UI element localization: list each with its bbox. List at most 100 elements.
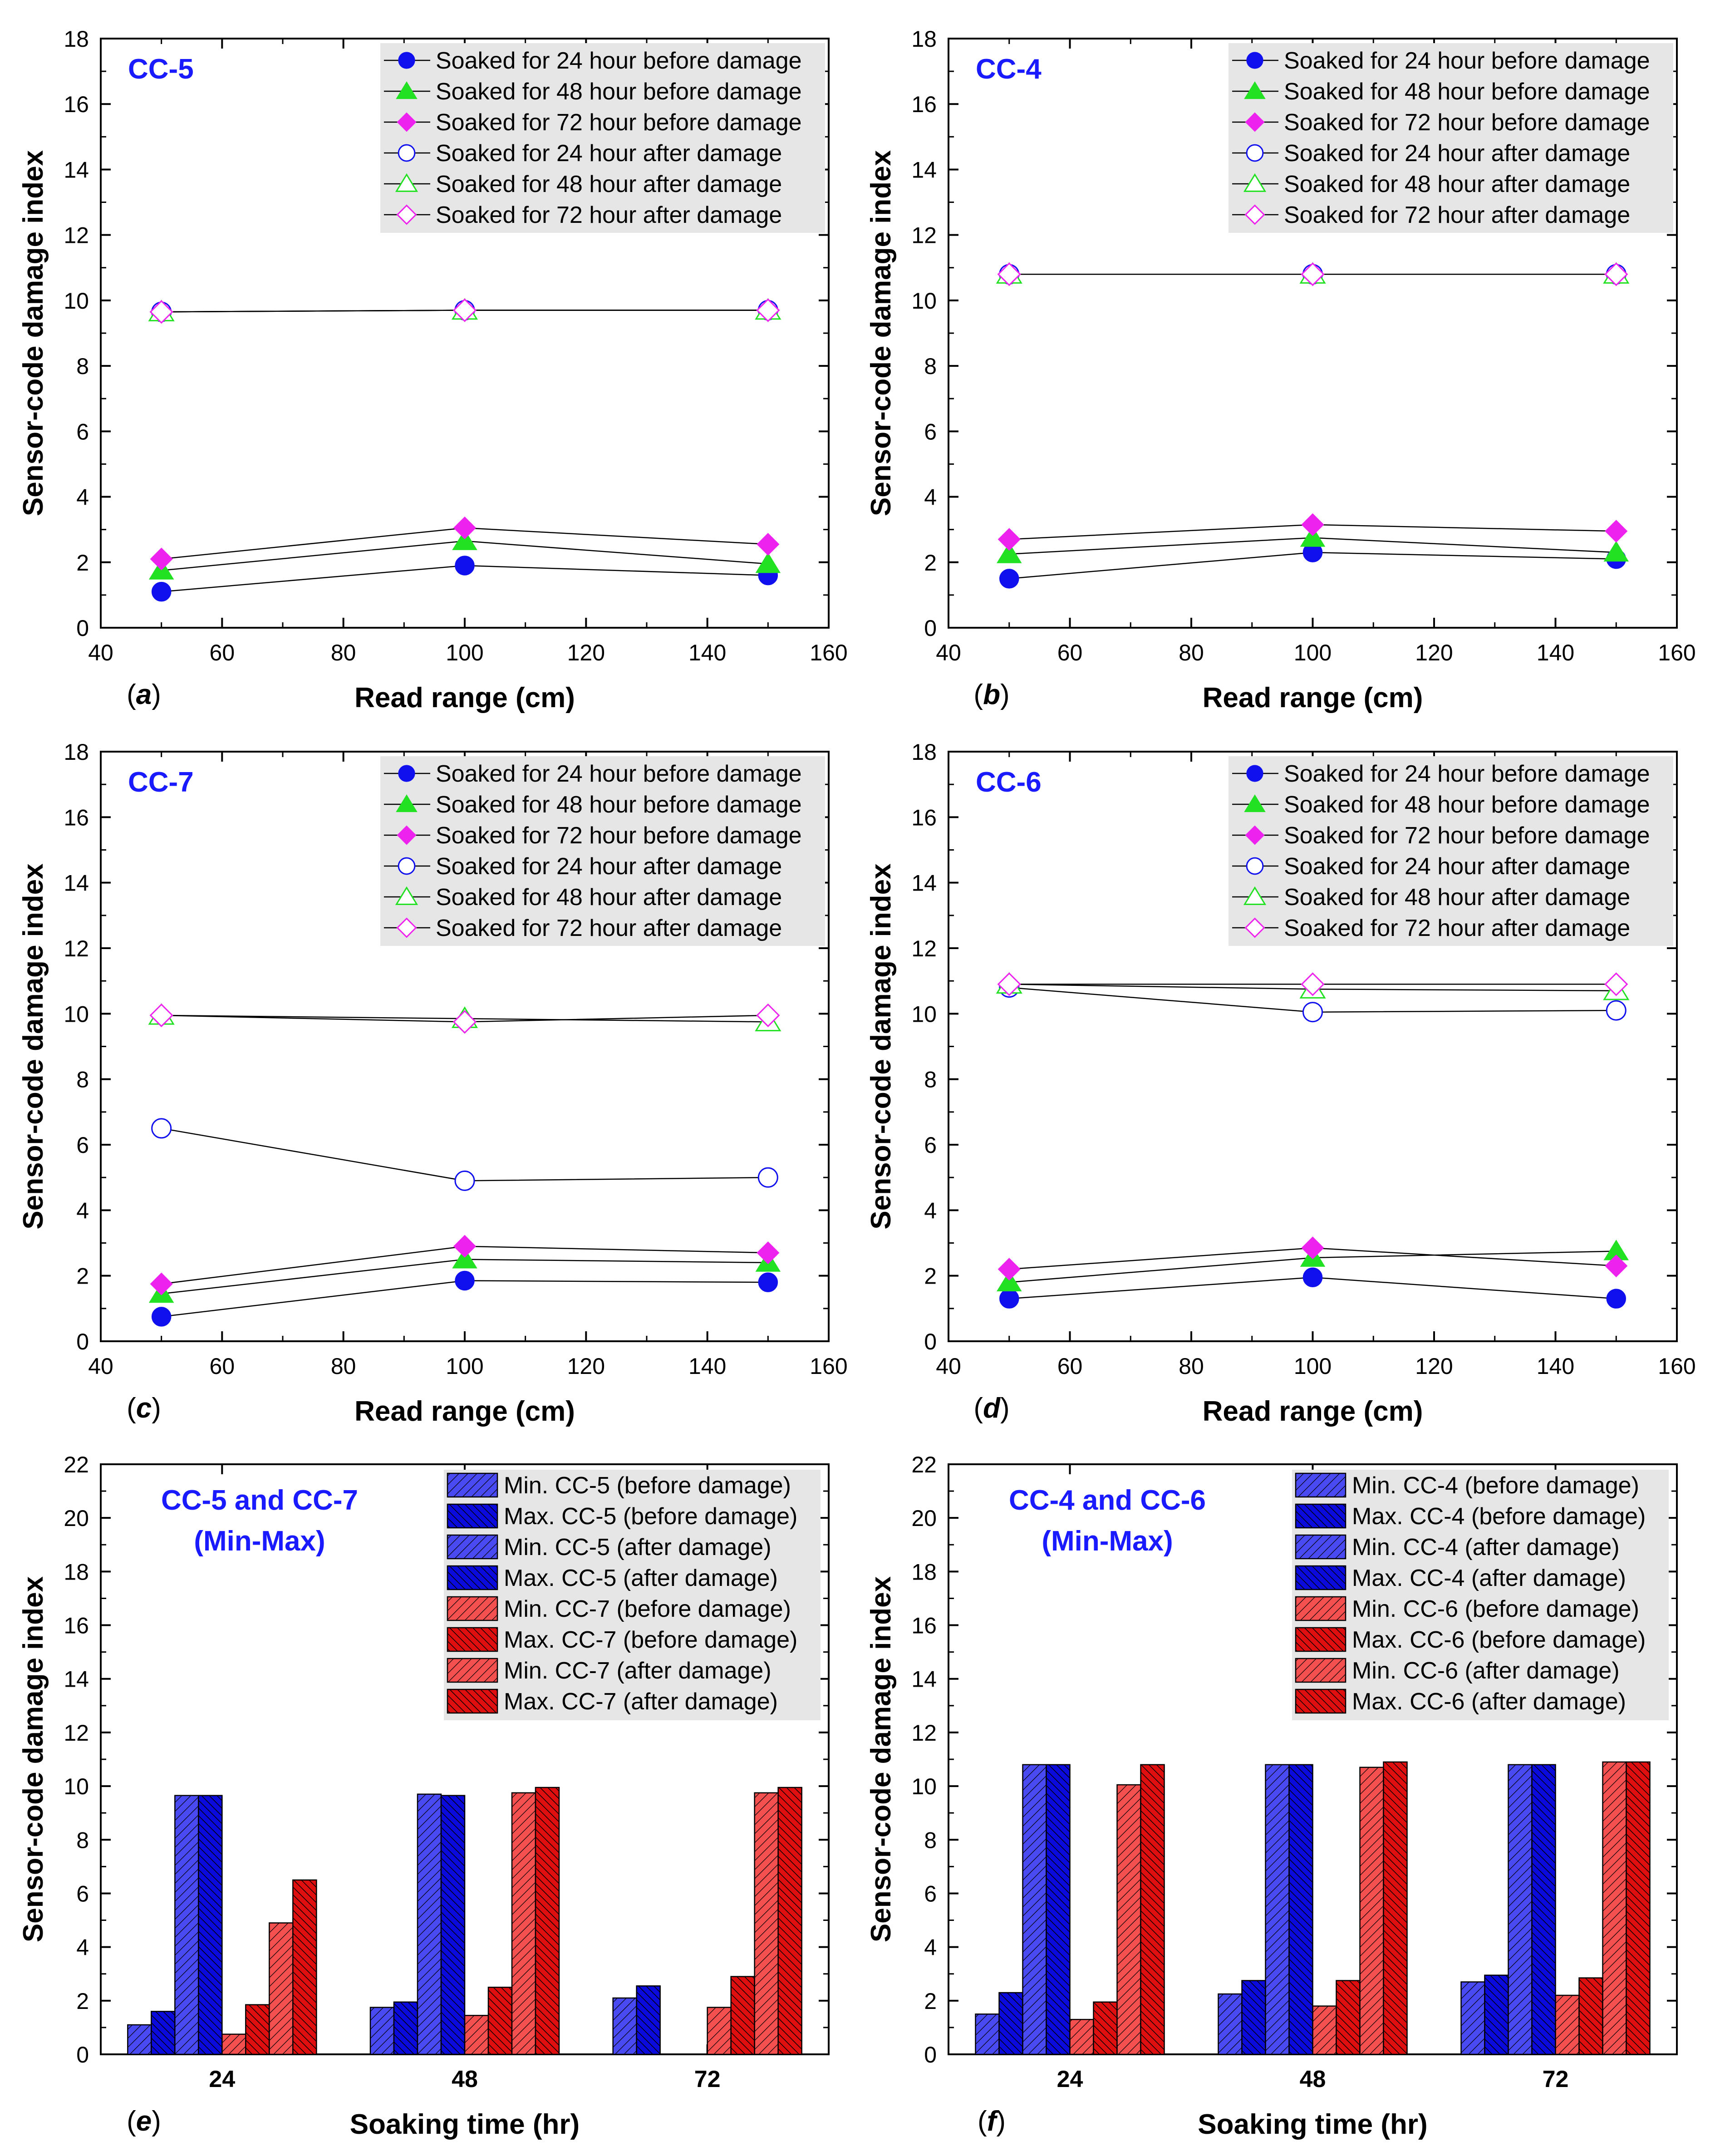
y-tick-label: 0	[76, 615, 89, 641]
legend-swatch-hatch	[447, 1689, 497, 1713]
bar-hatch	[151, 2011, 175, 2054]
legend-marker	[395, 173, 418, 192]
legend-marker	[1243, 173, 1267, 192]
legend-marker	[1246, 857, 1264, 875]
x-tick-label: 140	[688, 1354, 726, 1379]
legend-label: Min. CC-6 (after damage)	[1352, 1658, 1620, 1684]
legend-label: Min. CC-5 (before damage)	[504, 1472, 791, 1499]
y-tick-label: 10	[64, 288, 89, 314]
bar-hatch	[1336, 1980, 1360, 2054]
y-tick-label: 4	[924, 1198, 937, 1223]
data-point	[755, 552, 781, 573]
legend-swatch-hatch	[1296, 1659, 1346, 1682]
legend-label: Soaked for 24 hour before damage	[436, 761, 802, 787]
legend-label: Max. CC-5 (before damage)	[504, 1503, 797, 1530]
legend-marker	[1245, 112, 1265, 132]
legend-swatch-hatch	[447, 1628, 497, 1651]
bar-hatch	[1312, 2006, 1337, 2054]
bar-hatch	[636, 1986, 660, 2054]
bar-hatch	[1265, 1764, 1289, 2054]
bar-hatch	[778, 1787, 802, 2054]
panel-label-part: )	[1000, 1393, 1010, 1424]
x-tick-label: 160	[810, 1354, 847, 1379]
legend-label: Max. CC-7 (after damage)	[504, 1688, 778, 1715]
y-tick-label: 20	[911, 1506, 937, 1531]
data-point	[1605, 1254, 1628, 1278]
y-tick-label: 18	[64, 739, 89, 765]
panel-label-part: )	[152, 2106, 161, 2137]
y-axis-label: Sensor-code damage index	[18, 863, 49, 1230]
legend-box	[1229, 43, 1673, 233]
y-tick-label: 0	[76, 2042, 89, 2067]
bar-hatch	[269, 1923, 293, 2054]
legend-marker	[1245, 825, 1265, 845]
x-tick-label: 40	[936, 640, 961, 665]
bar-hatch	[1508, 1764, 1532, 2054]
legend-label: Soaked for 72 hour before damage	[1284, 109, 1650, 136]
legend-label: Soaked for 48 hour after damage	[1284, 171, 1630, 197]
x-tick-label: 40	[88, 1354, 113, 1379]
bar-hatch	[1093, 2002, 1117, 2054]
y-tick-label: 4	[76, 1935, 89, 1960]
bar-hatch	[613, 1998, 637, 2054]
legend-label: Soaked for 72 hour after damage	[1284, 915, 1630, 941]
y-tick-label: 14	[64, 871, 89, 896]
panel-label: (f)	[978, 2106, 1006, 2137]
legend-swatch-hatch	[1296, 1566, 1346, 1590]
x-tick-label: 24	[209, 2066, 235, 2092]
panel-label-part: )	[152, 679, 161, 710]
data-point	[1605, 520, 1628, 543]
legend-label: Min. CC-4 (after damage)	[1352, 1534, 1620, 1560]
legend-label: Soaked for 72 hour before damage	[436, 109, 802, 136]
legend-marker	[396, 917, 417, 938]
y-tick-label: 4	[924, 1935, 937, 1960]
y-tick-label: 2	[924, 1264, 937, 1289]
legend-label: Soaked for 72 hour after damage	[1284, 202, 1630, 228]
bar-hatch	[975, 2014, 999, 2054]
legend-label: Soaked for 72 hour before damage	[1284, 822, 1650, 849]
x-tick-label: 120	[1415, 640, 1453, 665]
y-tick-label: 8	[924, 1827, 937, 1853]
bar-hatch	[1532, 1764, 1556, 2054]
x-axis-label: Read range (cm)	[1203, 1396, 1423, 1427]
y-tick-label: 16	[911, 805, 937, 830]
bar-hatch	[1360, 1767, 1384, 2054]
panel-label-part: )	[1000, 679, 1010, 710]
legend-marker	[397, 112, 417, 132]
bar-hatch	[1461, 1982, 1485, 2054]
y-tick-label: 6	[76, 419, 89, 444]
y-tick-label: 12	[911, 1720, 937, 1746]
x-tick-label: 48	[452, 2066, 478, 2092]
x-tick-label: 80	[1179, 640, 1204, 665]
legend-marker	[1244, 204, 1265, 225]
bar-hatch	[1070, 2019, 1094, 2054]
legend-marker	[398, 144, 416, 162]
bar-hatch	[512, 1792, 536, 2054]
y-tick-label: 12	[64, 1720, 89, 1746]
legend-label: Min. CC-4 (before damage)	[1352, 1472, 1639, 1499]
data-point	[756, 298, 780, 322]
bar-hatch	[1602, 1762, 1627, 2054]
x-tick-label: 80	[331, 1354, 356, 1379]
legend-label: Soaked for 48 hour after damage	[436, 884, 782, 911]
bar-hatch	[1484, 1975, 1509, 2054]
legend-label: Min. CC-7 (before damage)	[504, 1596, 791, 1622]
panel-label: (a)	[127, 679, 161, 710]
legend-label: Max. CC-5 (after damage)	[504, 1565, 778, 1591]
x-tick-label: 60	[1057, 1354, 1083, 1379]
y-tick-label: 16	[64, 92, 89, 117]
legend-swatch-hatch	[1296, 1597, 1346, 1620]
legend-label: Min. CC-6 (before damage)	[1352, 1596, 1639, 1622]
y-tick-label: 0	[76, 1329, 89, 1354]
y-tick-label: 2	[924, 1989, 937, 2014]
data-point	[151, 581, 172, 602]
legend-label: Max. CC-6 (before damage)	[1352, 1627, 1646, 1653]
y-tick-label: 10	[911, 1001, 937, 1027]
legend-swatch-hatch	[447, 1504, 497, 1528]
legend-marker	[398, 52, 415, 69]
x-tick-label: 40	[936, 1354, 961, 1379]
panel-label-part: (	[973, 679, 983, 710]
panel-label-part: (	[127, 679, 136, 710]
data-point	[1302, 1002, 1323, 1023]
